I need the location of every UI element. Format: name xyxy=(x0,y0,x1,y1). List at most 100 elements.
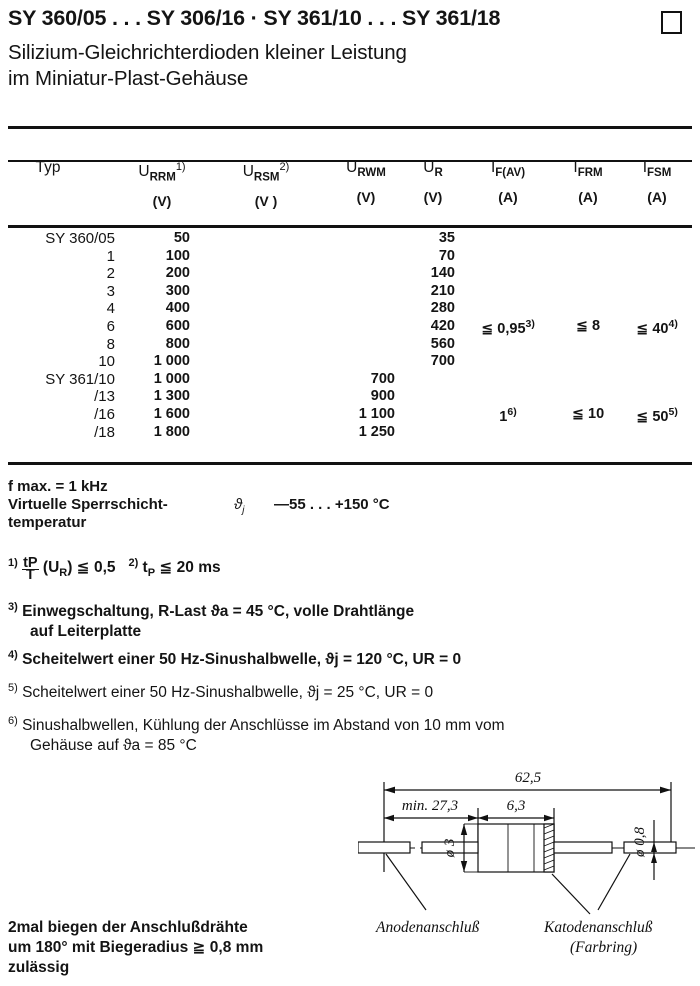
table-header-row: Typ URRM1) (V) URSM2) (V ) URWM (V) UR (V) IF(AV)… xyxy=(0,160,700,220)
cell-typ: SY 360/05 xyxy=(45,230,115,247)
column-header-ifav: IF(AV) (A) xyxy=(491,160,525,205)
footnote-2-text: tP ≦ 20 ms xyxy=(142,559,221,580)
column-unit-ur: (V) xyxy=(423,189,443,206)
cell-urwm: 900 xyxy=(370,388,395,405)
bending-note-line-2: um 180° mit Biegeradius ≧ 0,8 mm xyxy=(8,939,264,956)
column-header-typ: Typ xyxy=(35,159,61,176)
cell-typ: 3 xyxy=(106,282,115,300)
dim-wire-diameter-label: ø 0,8 xyxy=(632,827,648,859)
column-header-urrm: URRM1) (V) xyxy=(138,160,185,209)
footnote-2-marker: 2) xyxy=(128,557,139,569)
arrow-dia08-top xyxy=(651,842,657,852)
cell-typ: 1 xyxy=(106,247,115,265)
footnote-6-line-1: 6) Sinushalbwellen, Kühlung der Anschlüs… xyxy=(8,711,505,736)
cell-ifrm: ≦ 8 xyxy=(575,317,601,334)
table-row: 8 800 560 xyxy=(0,336,700,354)
cell-urrm: 1 000 xyxy=(153,353,190,370)
bending-note-line-3: zulässig xyxy=(8,959,70,976)
footnote-3-line-1: 3) Einwegschaltung, R-Last ϑa = 45 °C, v… xyxy=(8,597,414,622)
leader-cathode-1 xyxy=(551,873,591,915)
footnote-4-marker: 4) xyxy=(8,649,18,661)
lead-cathode-outer xyxy=(623,841,677,854)
column-unit-ifav: (A) xyxy=(498,189,518,206)
footnote-6-text: Sinushalbwellen, Kühlung der Anschlüsse … xyxy=(22,717,505,735)
table-body: SY 360/05 50 35 1 100 70 2 200 140 3 300 210 4 400 280… xyxy=(0,230,700,441)
column-symbol-typ: Typ xyxy=(35,159,61,176)
cell-urrm: 100 xyxy=(165,247,190,264)
table-row: 6 600 420 ≦ 0,953) ≦ 8 ≦ 404) xyxy=(0,317,700,337)
arrow-body-left xyxy=(478,814,488,822)
column-header-urwm: URWM (V) xyxy=(346,160,386,205)
rule-header-bottom xyxy=(8,225,692,228)
cell-typ: /18 xyxy=(94,423,115,441)
column-unit-urrm: (V) xyxy=(152,193,172,210)
cell-ifrm: ≦ 10 xyxy=(571,405,605,422)
page-title: SY 360/05 . . . SY 306/16 · SY 361/10 . … xyxy=(8,6,501,30)
lead-anode-inner xyxy=(421,841,479,854)
page-subtitle: Silizium-Gleichrichterdioden kleiner Lei… xyxy=(8,40,668,92)
column-symbol-ur: UR xyxy=(423,159,443,180)
dim-body-diameter-label: ø 3 xyxy=(442,839,458,859)
rule-top xyxy=(8,126,692,129)
subtitle-line-2: im Miniatur-Plast-Gehäuse xyxy=(8,67,249,90)
table-row: 1 100 70 xyxy=(0,248,700,266)
arrow-lead-left xyxy=(384,814,394,822)
conditions-block: f max. = 1 kHz Virtuelle Sperrschicht- ϑ… xyxy=(8,478,698,532)
cell-urrm: 800 xyxy=(165,335,190,352)
cell-ur: 420 xyxy=(430,317,455,334)
cell-urrm: 1 600 xyxy=(153,405,190,422)
cell-urwm: 1 100 xyxy=(358,405,395,422)
rule-header-top xyxy=(8,160,692,162)
cell-urrm: 1 000 xyxy=(153,370,190,387)
cell-urrm: 400 xyxy=(165,300,190,317)
column-header-ifrm: IFRM (A) xyxy=(573,160,602,205)
arrow-dia3-top xyxy=(460,824,468,835)
footnote-6-line-2: Gehäuse auf ϑa = 85 °C xyxy=(30,737,197,755)
cell-ur: 280 xyxy=(430,300,455,317)
column-unit-ifrm: (A) xyxy=(578,189,598,206)
column-unit-ursm: (V ) xyxy=(254,193,278,210)
column-header-ur: UR (V) xyxy=(423,160,443,205)
cell-urwm: 1 250 xyxy=(358,423,395,440)
empty-square-icon xyxy=(661,11,682,34)
arrow-dia3-bottom xyxy=(460,861,468,872)
cell-ifsm: ≦ 505) xyxy=(636,405,678,425)
cell-urrm: 1 800 xyxy=(153,423,190,440)
cell-ur: 140 xyxy=(430,265,455,282)
dim-body-label: 6,3 xyxy=(507,798,526,814)
cell-urrm: 1 300 xyxy=(153,388,190,405)
footnote-1-2: 1) tP T (UR) ≦ 0,5 2) tP ≦ 20 ms xyxy=(8,553,221,583)
subtitle-line-1: Silizium-Gleichrichterdioden kleiner Lei… xyxy=(8,41,407,64)
footnote-3: 3) Einwegschaltung, R-Last ϑa = 45 °C, v… xyxy=(8,597,414,642)
column-symbol-urwm: URWM xyxy=(346,159,386,180)
footnote-4-text: Scheitelwert einer 50 Hz-Sinushalbwelle,… xyxy=(22,651,462,669)
junction-temp-label-2: temperatur xyxy=(8,514,87,531)
junction-temp-value: —55 . . . +150 °C xyxy=(274,496,390,513)
table-row: /13 1 300 900 xyxy=(0,388,700,406)
footnote-3-text: Einwegschaltung, R-Last ϑa = 45 °C, voll… xyxy=(22,603,415,621)
column-symbol-ursm: URSM2) xyxy=(242,161,290,184)
cell-ifsm: ≦ 404) xyxy=(636,317,678,337)
table-row: 3 300 210 xyxy=(0,283,700,301)
footnote-1-fraction: tP T xyxy=(22,556,39,582)
footnote-5-text: Scheitelwert einer 50 Hz-Sinushalbwelle,… xyxy=(22,684,434,702)
cell-typ: 2 xyxy=(106,265,115,283)
bending-note-line-1: 2mal biegen der Anschlußdrähte xyxy=(8,919,248,936)
arrow-dia08-bottom xyxy=(651,853,657,863)
dim-lead-min-label: min. 27,3 xyxy=(402,798,458,814)
diode-body xyxy=(477,823,555,873)
junction-temp-symbol: ϑj xyxy=(234,496,245,516)
leader-cathode-2 xyxy=(597,853,631,911)
fmax-note: f max. = 1 kHz xyxy=(8,478,108,495)
footnote-1-text: (UR) ≦ 0,5 xyxy=(42,559,116,580)
cell-ur: 70 xyxy=(438,247,455,264)
cathode-band-hatch xyxy=(543,823,555,871)
footnote-4: 4) Scheitelwert einer 50 Hz-Sinushalbwel… xyxy=(8,645,461,670)
lead-anode-outer xyxy=(358,841,411,854)
cell-ur: 210 xyxy=(430,282,455,299)
cell-typ: 8 xyxy=(106,335,115,353)
column-unit-urwm: (V) xyxy=(356,189,376,206)
arrow-lead-right xyxy=(468,814,478,822)
footnote-6: 6) Sinushalbwellen, Kühlung der Anschlüs… xyxy=(8,711,505,756)
cell-urrm: 300 xyxy=(165,282,190,299)
